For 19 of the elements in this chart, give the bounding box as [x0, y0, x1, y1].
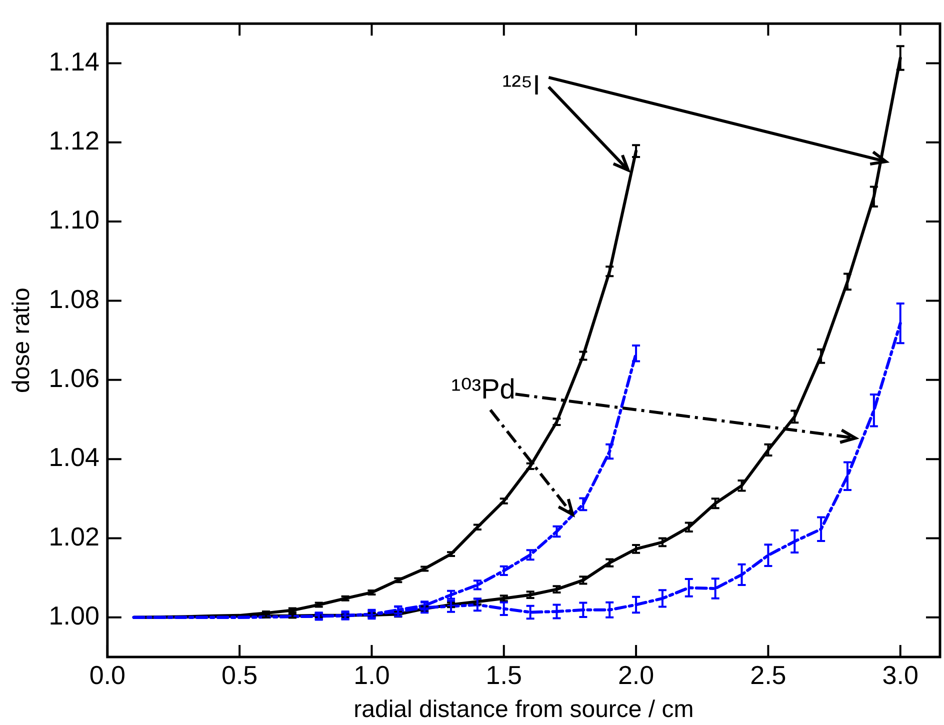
y-tick-label: 1.02 [48, 521, 100, 552]
x-tick-label: 3.0 [882, 660, 918, 690]
x-axis-title: radial distance from source / cm [354, 696, 694, 724]
y-tick-label: 1.04 [48, 442, 100, 472]
y-tick-label: 1.14 [48, 46, 100, 76]
x-tick-label: 0.5 [221, 660, 258, 690]
y-tick-label: 1.08 [48, 284, 100, 314]
x-tick-label: 0.0 [89, 660, 126, 690]
x-tick-label: 2.5 [750, 660, 786, 690]
y-tick-label: 1.10 [48, 204, 100, 235]
annotation: ¹²⁵I [502, 70, 540, 101]
y-axis-title: dose ratio [8, 288, 36, 394]
y-tick-label: 1.06 [48, 363, 100, 394]
x-tick-label: 1.0 [354, 660, 390, 690]
y-tick-label: 1.00 [48, 600, 100, 631]
y-tick-label: 1.12 [48, 126, 100, 156]
x-tick-label: 2.0 [618, 660, 654, 690]
x-tick-label: 1.5 [486, 660, 522, 690]
annotation: ¹⁰³Pd [451, 374, 516, 405]
